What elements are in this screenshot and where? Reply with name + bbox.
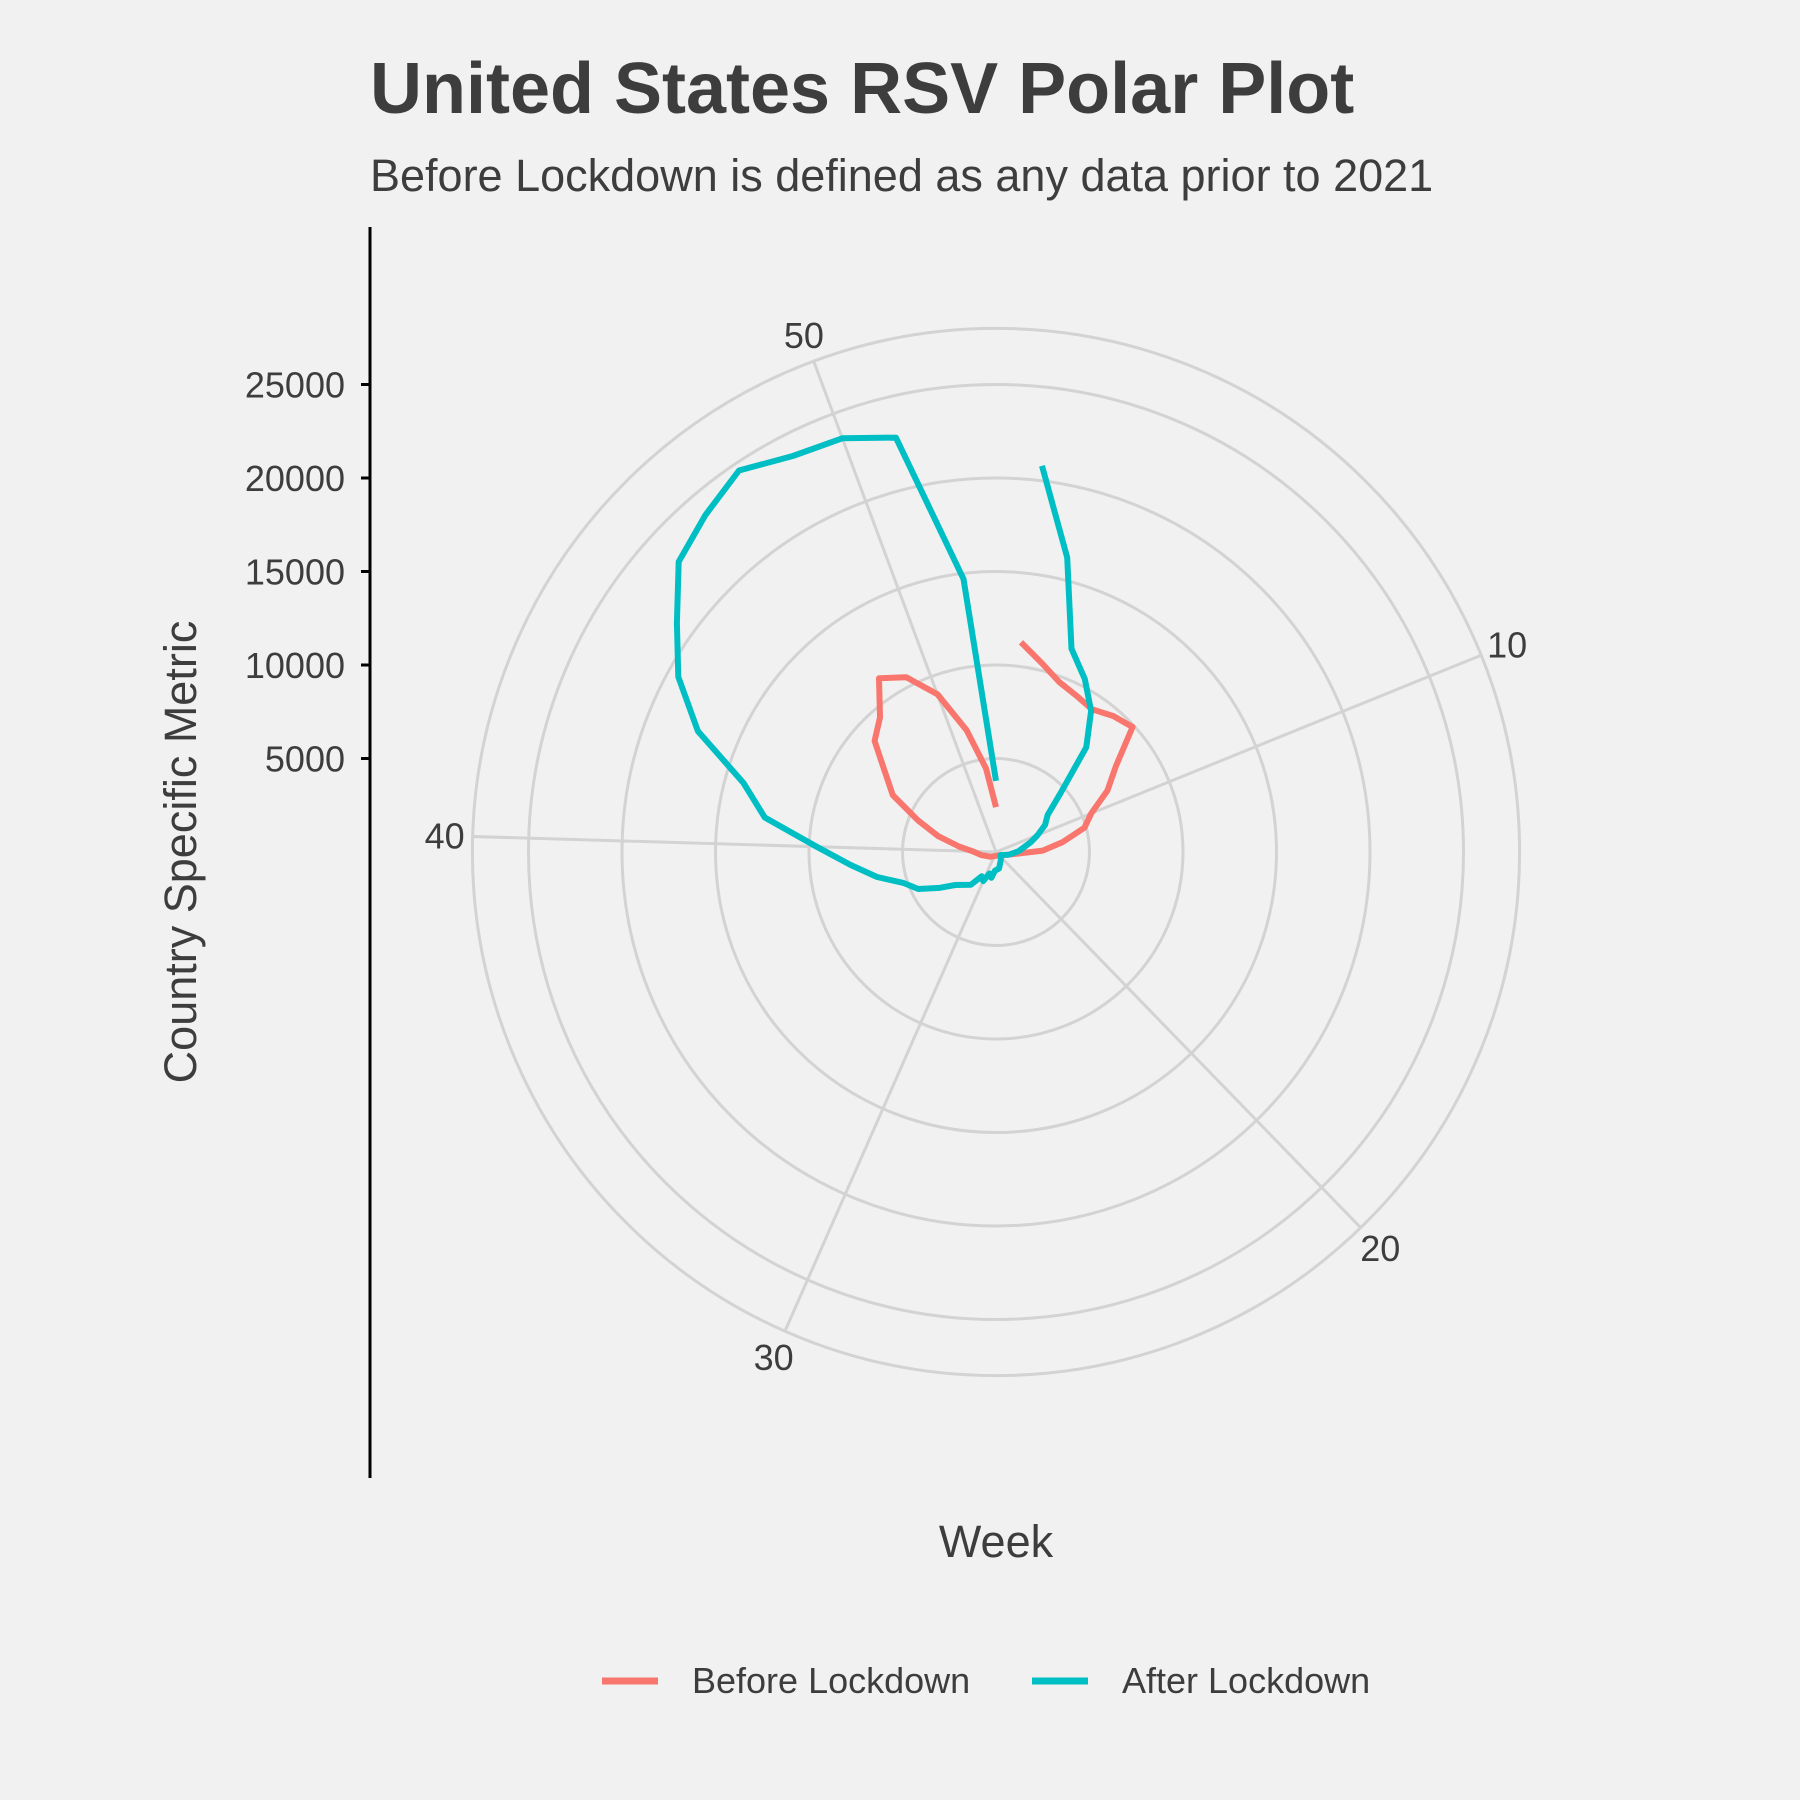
grid-circle <box>901 757 1091 947</box>
grid-circle <box>714 570 1278 1134</box>
r-tick-label: 15000 <box>245 552 345 593</box>
y-axis-title: Country Specific Metric <box>155 621 206 1084</box>
grid-circle <box>620 476 1372 1228</box>
x-axis-title: Week <box>939 1516 1054 1567</box>
theta-tick-labels: 10 20 30 40 50 <box>425 315 1528 1378</box>
grid-circle <box>527 383 1465 1321</box>
grid-spoke <box>783 851 998 1332</box>
grid-spoke <box>994 850 1362 1229</box>
grid-circle <box>470 326 1522 1378</box>
grid-circle <box>807 663 1185 1041</box>
legend-label: After Lockdown <box>1122 1660 1370 1701</box>
grid-spoke <box>472 834 997 854</box>
chart-subtitle: Before Lockdown is defined as any data p… <box>370 150 1433 201</box>
theta-tick-label: 20 <box>1360 1228 1400 1269</box>
theta-tick-label: 40 <box>425 816 465 857</box>
r-tick-label: 5000 <box>265 739 345 780</box>
chart-title: United States RSV Polar Plot <box>370 49 1354 129</box>
r-tick-label: 10000 <box>245 645 345 686</box>
data-series <box>673 434 1136 892</box>
legend: Before Lockdown After Lockdown <box>602 1660 1370 1701</box>
theta-tick-label: 50 <box>784 315 824 356</box>
legend-label: Before Lockdown <box>692 1660 970 1701</box>
series-line-after-lockdown <box>673 434 1095 892</box>
r-tick-label: 25000 <box>245 365 345 406</box>
theta-tick-label: 10 <box>1487 625 1527 666</box>
series-line-before-lockdown <box>871 640 1136 860</box>
r-axis-ticks: 5000 10000 15000 20000 25000 <box>245 365 370 780</box>
polar-grid <box>470 326 1522 1378</box>
grid-spoke <box>995 653 1482 854</box>
grid-spoke <box>812 360 998 853</box>
r-tick-label: 20000 <box>245 458 345 499</box>
theta-tick-label: 30 <box>754 1337 794 1378</box>
